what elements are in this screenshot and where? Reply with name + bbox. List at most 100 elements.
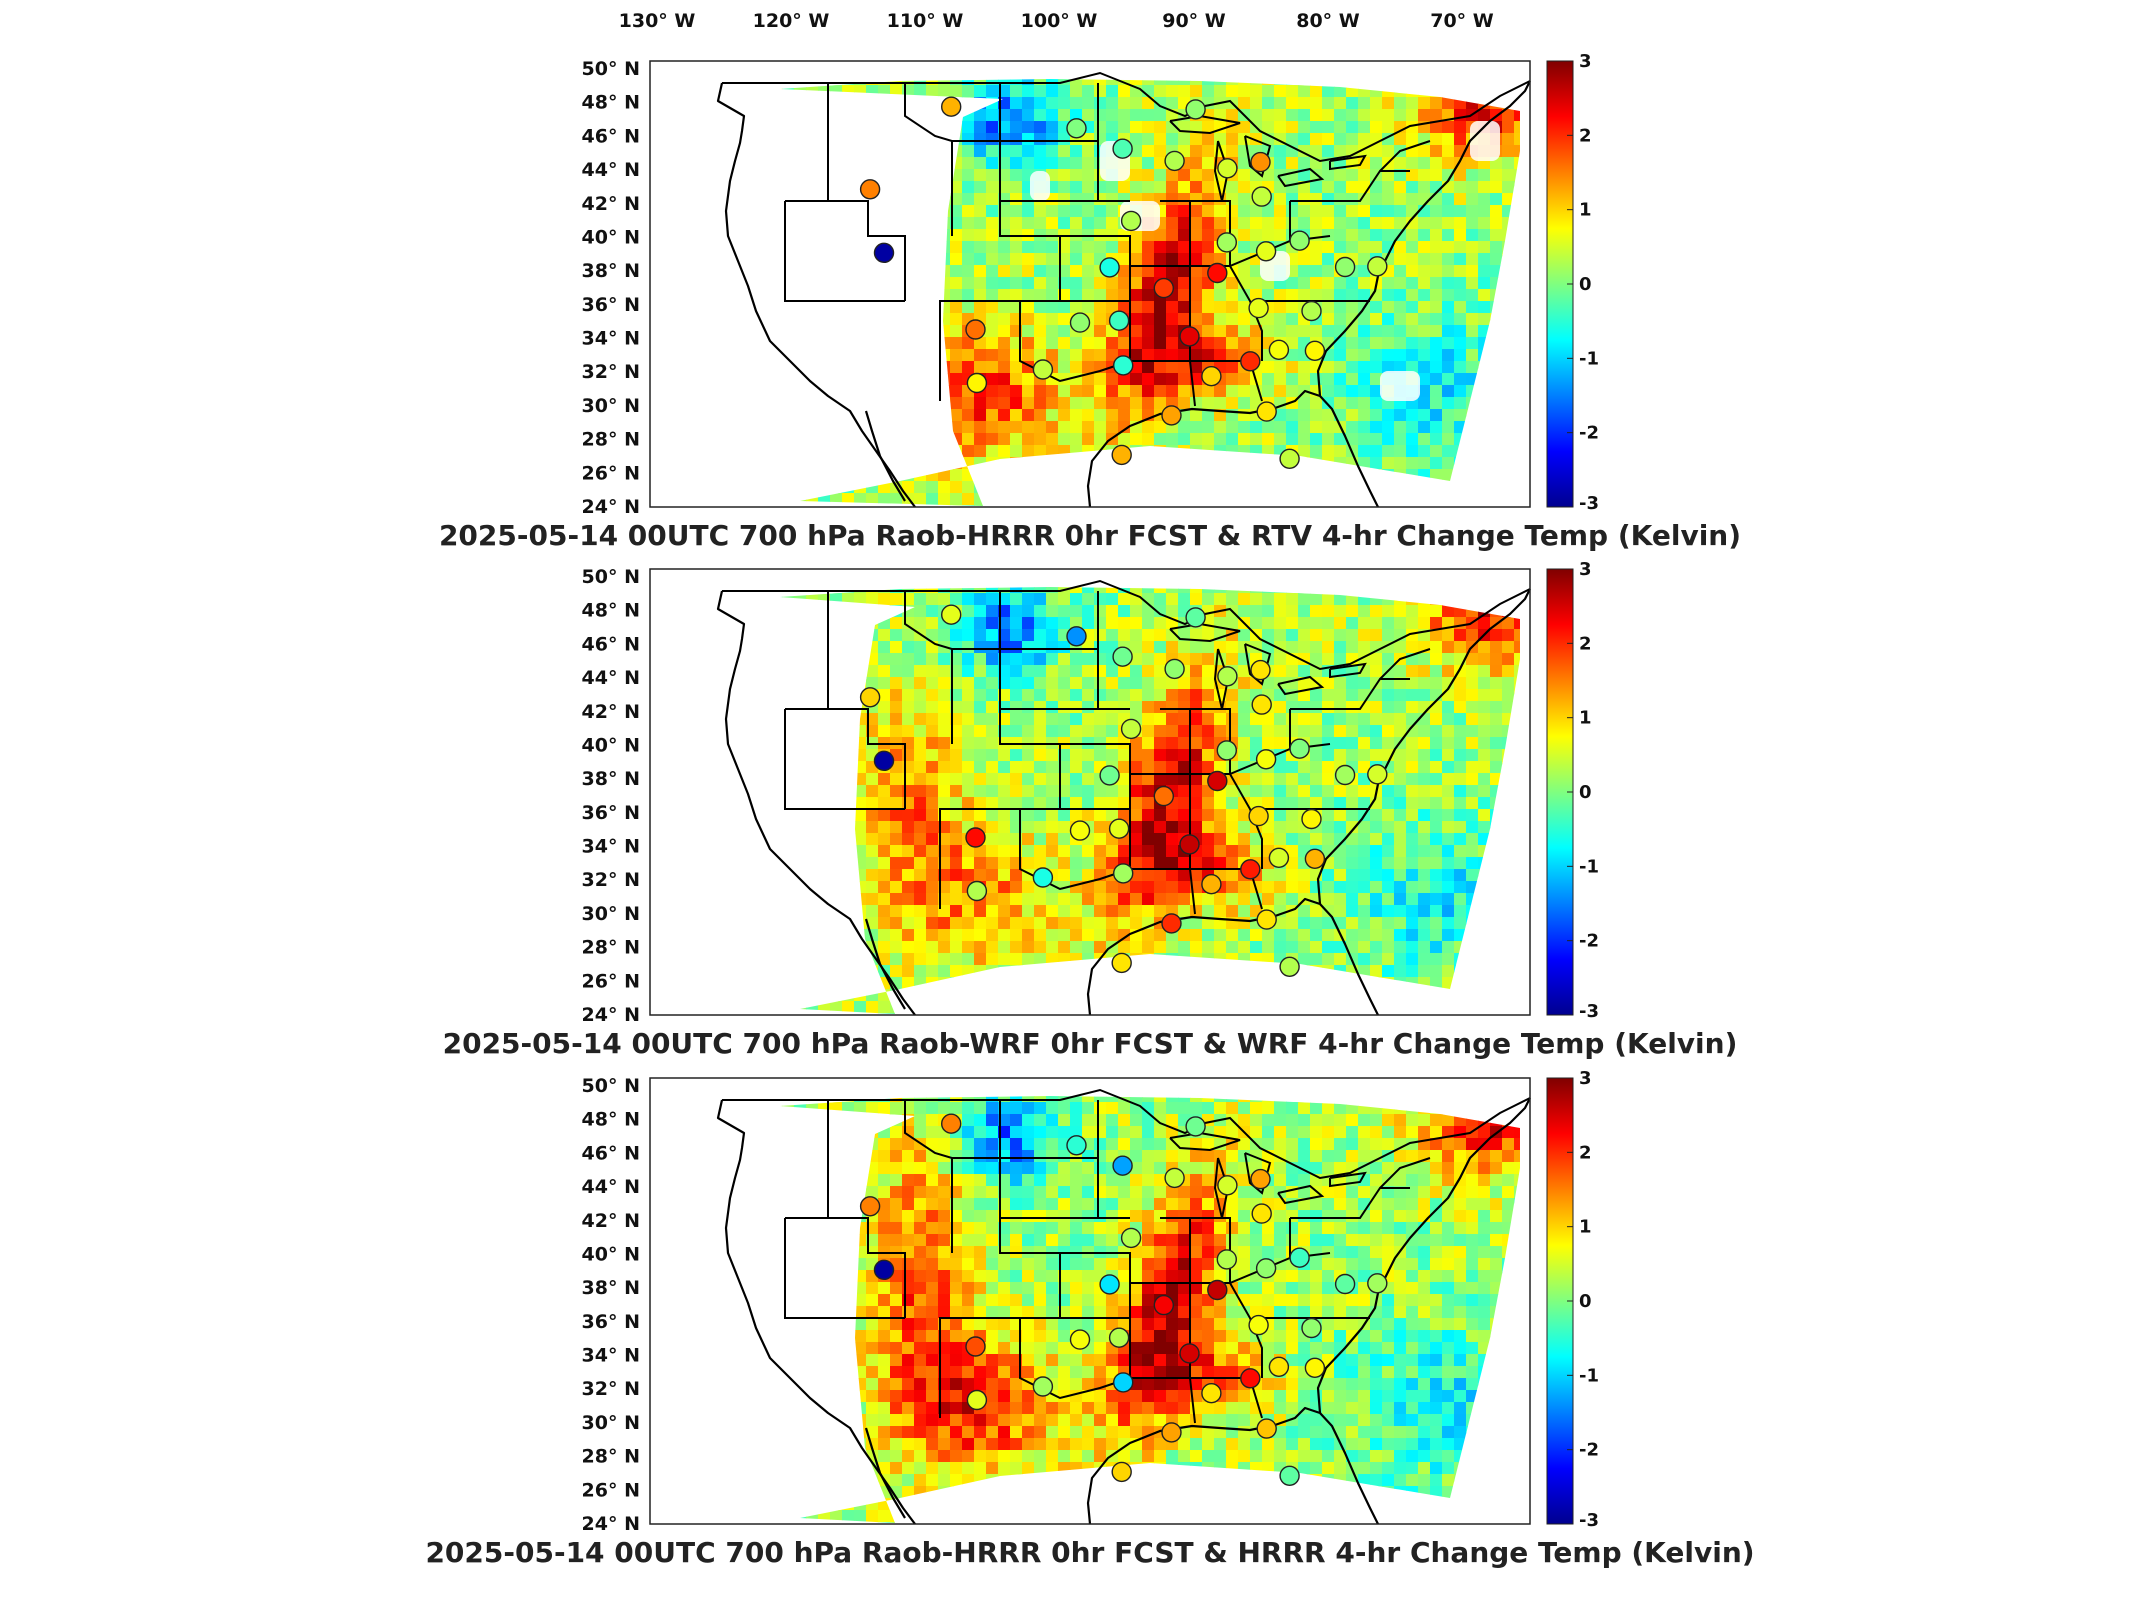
station-marker[interactable]	[1334, 256, 1356, 278]
station-marker[interactable]	[1111, 1461, 1132, 1483]
station-marker[interactable]	[1161, 405, 1182, 426]
station-marker[interactable]	[1185, 99, 1206, 120]
station-marker[interactable]	[1164, 658, 1185, 680]
station-marker[interactable]	[1153, 785, 1175, 807]
station-marker[interactable]	[1279, 956, 1300, 977]
station-marker[interactable]	[1207, 1279, 1228, 1301]
station-marker[interactable]	[1240, 351, 1261, 372]
station-marker[interactable]	[1216, 1249, 1238, 1270]
station-marker[interactable]	[1367, 1273, 1388, 1294]
station-marker[interactable]	[941, 1113, 962, 1134]
station-marker[interactable]	[1032, 1376, 1054, 1397]
station-marker[interactable]	[1301, 300, 1322, 322]
station-marker[interactable]	[1256, 401, 1277, 422]
station-marker[interactable]	[1301, 808, 1322, 830]
station-marker[interactable]	[1201, 366, 1222, 387]
station-marker[interactable]	[1251, 186, 1272, 207]
station-marker[interactable]	[1248, 297, 1269, 319]
station-marker[interactable]	[1164, 150, 1185, 172]
station-marker[interactable]	[1289, 1247, 1310, 1268]
station-marker[interactable]	[1108, 818, 1130, 839]
station-marker[interactable]	[1120, 210, 1142, 232]
station-marker[interactable]	[1112, 863, 1134, 884]
station-marker[interactable]	[1268, 339, 1290, 360]
station-marker[interactable]	[873, 1259, 895, 1281]
station-marker[interactable]	[1099, 765, 1120, 786]
station-marker[interactable]	[965, 1336, 986, 1357]
station-marker[interactable]	[1108, 310, 1130, 331]
station-marker[interactable]	[1334, 764, 1356, 786]
station-marker[interactable]	[1279, 448, 1300, 469]
station-marker[interactable]	[1112, 355, 1134, 376]
station-marker[interactable]	[1289, 230, 1310, 251]
station-marker[interactable]	[966, 880, 988, 902]
station-marker[interactable]	[859, 687, 881, 708]
station-marker[interactable]	[1120, 718, 1142, 740]
station-marker[interactable]	[873, 750, 895, 771]
station-marker[interactable]	[1112, 1372, 1134, 1393]
station-marker[interactable]	[1217, 1175, 1238, 1196]
station-marker[interactable]	[1334, 1273, 1356, 1295]
station-marker[interactable]	[859, 179, 881, 200]
station-marker[interactable]	[873, 242, 895, 264]
station-marker[interactable]	[1240, 859, 1261, 880]
station-marker[interactable]	[965, 319, 986, 340]
station-marker[interactable]	[1108, 1327, 1130, 1348]
station-marker[interactable]	[1256, 1418, 1277, 1439]
station-marker[interactable]	[1248, 1314, 1269, 1336]
station-marker[interactable]	[1251, 1203, 1272, 1224]
station-marker[interactable]	[1066, 118, 1087, 139]
station-marker[interactable]	[1032, 359, 1054, 380]
station-marker[interactable]	[1248, 805, 1269, 827]
station-marker[interactable]	[1304, 848, 1326, 869]
station-marker[interactable]	[1217, 158, 1238, 179]
station-marker[interactable]	[1112, 138, 1133, 159]
station-marker[interactable]	[1185, 1116, 1206, 1137]
station-marker[interactable]	[1112, 1155, 1133, 1176]
station-marker[interactable]	[1268, 847, 1290, 868]
station-marker[interactable]	[1153, 1294, 1175, 1316]
station-marker[interactable]	[1301, 1317, 1322, 1339]
station-marker[interactable]	[1240, 1368, 1261, 1389]
station-marker[interactable]	[941, 96, 962, 117]
station-marker[interactable]	[966, 372, 988, 394]
station-marker[interactable]	[1251, 694, 1272, 715]
station-marker[interactable]	[1268, 1356, 1290, 1378]
station-marker[interactable]	[1207, 262, 1228, 284]
station-marker[interactable]	[1367, 256, 1388, 277]
station-marker[interactable]	[1164, 1167, 1185, 1189]
station-marker[interactable]	[1255, 241, 1277, 262]
station-marker[interactable]	[1161, 1422, 1182, 1443]
station-marker[interactable]	[1069, 312, 1091, 333]
station-marker[interactable]	[1099, 257, 1120, 278]
station-marker[interactable]	[1032, 867, 1054, 888]
station-marker[interactable]	[1112, 646, 1133, 667]
station-marker[interactable]	[1066, 1135, 1087, 1156]
station-marker[interactable]	[941, 604, 962, 625]
station-marker[interactable]	[966, 1389, 988, 1411]
station-marker[interactable]	[1279, 1465, 1300, 1487]
station-marker[interactable]	[1069, 1329, 1091, 1350]
station-marker[interactable]	[1289, 738, 1310, 759]
station-marker[interactable]	[1201, 1382, 1222, 1404]
station-marker[interactable]	[965, 827, 986, 848]
station-marker[interactable]	[1216, 232, 1238, 253]
station-marker[interactable]	[1250, 659, 1271, 681]
station-marker[interactable]	[1179, 1343, 1200, 1364]
station-marker[interactable]	[1250, 151, 1271, 173]
station-marker[interactable]	[1111, 444, 1132, 466]
station-marker[interactable]	[1069, 820, 1091, 841]
station-marker[interactable]	[1066, 626, 1087, 647]
station-marker[interactable]	[1256, 909, 1277, 930]
station-marker[interactable]	[1161, 913, 1182, 934]
station-marker[interactable]	[1201, 874, 1222, 895]
station-marker[interactable]	[1255, 749, 1277, 770]
station-marker[interactable]	[1111, 952, 1132, 974]
station-marker[interactable]	[1367, 764, 1388, 785]
station-marker[interactable]	[1255, 1258, 1277, 1279]
station-marker[interactable]	[1207, 770, 1228, 792]
station-marker[interactable]	[1120, 1227, 1142, 1249]
station-marker[interactable]	[1216, 740, 1238, 761]
station-marker[interactable]	[1304, 340, 1326, 361]
station-marker[interactable]	[1179, 834, 1200, 855]
